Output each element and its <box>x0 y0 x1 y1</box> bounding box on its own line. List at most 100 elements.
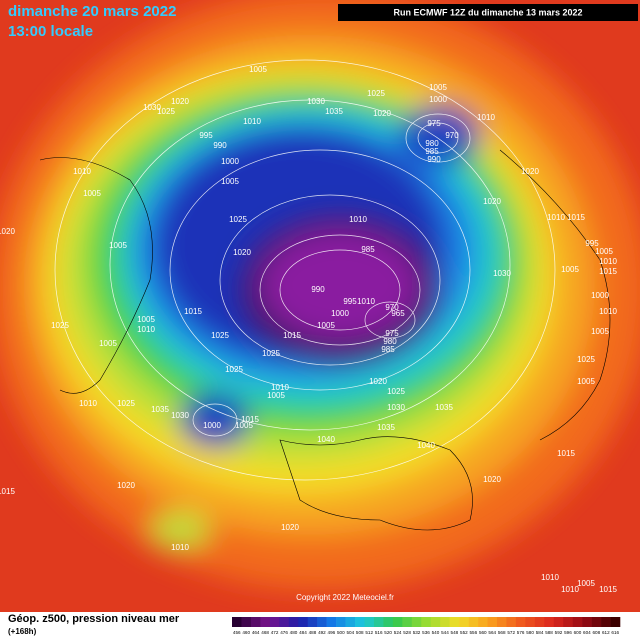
isobar-label: 985 <box>381 345 395 354</box>
isobar-label: 1015 <box>0 487 15 496</box>
colorbar-label: 556 <box>469 630 477 635</box>
isobar-label: 1010 <box>73 167 91 176</box>
colorbar-swatch <box>506 617 517 627</box>
colorbar-swatch <box>544 617 555 627</box>
isobar-label: 1005 <box>83 189 101 198</box>
colorbar-label: 528 <box>403 630 411 635</box>
isobar-label: 1005 <box>577 579 595 588</box>
colorbar-label: 476 <box>280 630 288 635</box>
isobar-label: 1025 <box>117 399 135 408</box>
isobar-label: 1025 <box>229 215 247 224</box>
isobar-label: 1020 <box>483 197 501 206</box>
isobar-label: 1030 <box>307 97 325 106</box>
colorbar-swatch <box>610 617 621 627</box>
isobar-label: 1025 <box>387 387 405 396</box>
isobar-label: 970 <box>445 131 459 140</box>
colorbar-label: 484 <box>299 630 307 635</box>
title: dimanche 20 mars 2022 <box>8 3 176 20</box>
isobar-label: 990 <box>427 155 441 164</box>
isobar-label: 1010 <box>599 257 617 266</box>
colorbar-label: 584 <box>536 630 544 635</box>
colorbar-swatch <box>392 617 403 627</box>
isobar-label: 1005 <box>221 177 239 186</box>
isobar-label: 1005 <box>429 83 447 92</box>
colorbar-label: 492 <box>318 630 326 635</box>
isobar-label: 1025 <box>211 331 229 340</box>
run-box <box>338 4 638 21</box>
colorbar-label: 568 <box>498 630 506 635</box>
isobar-label: 975 <box>385 329 399 338</box>
colorbar-swatch <box>515 617 526 627</box>
isobar-label: 1020 <box>369 377 387 386</box>
colorbar: 456 460 464 468 472 476 480 484 488 492 496 500 504 5… <box>232 617 621 635</box>
isobar-label: 1040 <box>417 441 435 450</box>
colorbar-label: 580 <box>526 630 534 635</box>
isobar-label: 995 <box>585 239 599 248</box>
isobar-label: 1035 <box>325 107 343 116</box>
colorbar-label: 596 <box>564 630 572 635</box>
isobar-label: 1010 <box>171 543 189 552</box>
isobar-label: 1025 <box>51 321 69 330</box>
colorbar-swatch <box>288 617 299 627</box>
colorbar-label: 600 <box>574 630 582 635</box>
isobar-label: 990 <box>213 141 227 150</box>
colorbar-swatch <box>563 617 573 627</box>
isobar-label: 1010 <box>477 113 495 122</box>
isobar-label: 1035 <box>151 405 169 414</box>
colorbar-swatch <box>534 617 545 627</box>
colorbar-swatch <box>411 617 422 627</box>
isobar-label: 980 <box>425 139 439 148</box>
isobar-label: 1005 <box>591 327 609 336</box>
isobar-label: 1005 <box>595 247 613 256</box>
colorbar-swatch <box>591 617 602 627</box>
colorbar-label: 536 <box>422 630 430 635</box>
colorbar-swatch <box>402 617 413 627</box>
isobar-label: 985 <box>361 245 375 254</box>
isobar-label: 1025 <box>577 355 595 364</box>
colorbar-label: 592 <box>555 630 563 635</box>
colorbar-swatch <box>496 617 507 627</box>
isobar-label: 1030 <box>493 269 511 278</box>
isobar-label: 1005 <box>235 421 253 430</box>
isobar-label: 1015 <box>557 449 575 458</box>
isobar-label: 1000 <box>331 309 349 318</box>
colorbar-swatch <box>279 617 290 627</box>
isobar-label: 1000 <box>591 291 609 300</box>
isobar-label: 1010 <box>79 399 97 408</box>
isobar-label: 1030 <box>171 411 189 420</box>
colorbar-swatch <box>269 617 280 627</box>
colorbar-label: 588 <box>545 630 553 635</box>
isobar-label: 1010 <box>271 383 289 392</box>
colorbar-swatch <box>250 617 261 627</box>
isobar-label: 1025 <box>367 89 385 98</box>
isobar-label: 985 <box>425 147 439 156</box>
isobar-label: 1010 <box>547 213 565 222</box>
isobar-label: 995 <box>343 297 357 306</box>
colorbar-swatch <box>336 617 346 627</box>
field-label: Géop. z500, pression niveau mer <box>8 613 180 625</box>
colorbar-swatch <box>487 617 498 627</box>
isobar-label: 975 <box>427 119 441 128</box>
colorbar-swatch <box>232 617 242 627</box>
colorbar-label: 500 <box>337 630 345 635</box>
isobar-label: 965 <box>391 309 405 318</box>
isobar-label: 1005 <box>561 265 579 274</box>
colorbar-swatch <box>421 617 432 627</box>
colorbar-label: 516 <box>375 630 383 635</box>
colorbar-label: 460 <box>242 630 250 635</box>
colorbar-label: 508 <box>356 630 364 635</box>
copyright: Copyright 2022 Meteociel.fr <box>296 593 394 602</box>
colorbar-swatch <box>241 617 252 627</box>
colorbar-swatch <box>478 617 488 627</box>
run-info: Run ECMWF 12Z du dimanche 13 mars 2022 <box>393 7 582 17</box>
colorbar-label: 552 <box>460 630 468 635</box>
colorbar-swatch <box>553 617 564 627</box>
colorbar-label: 504 <box>346 630 354 635</box>
isobar-label: 1010 <box>541 573 559 582</box>
colorbar-swatch <box>317 617 327 627</box>
colorbar-label: 456 <box>233 630 241 635</box>
isobar-label: 995 <box>199 131 213 140</box>
isobar-label: 1020 <box>233 248 251 257</box>
isobar-label: 1030 <box>387 403 405 412</box>
